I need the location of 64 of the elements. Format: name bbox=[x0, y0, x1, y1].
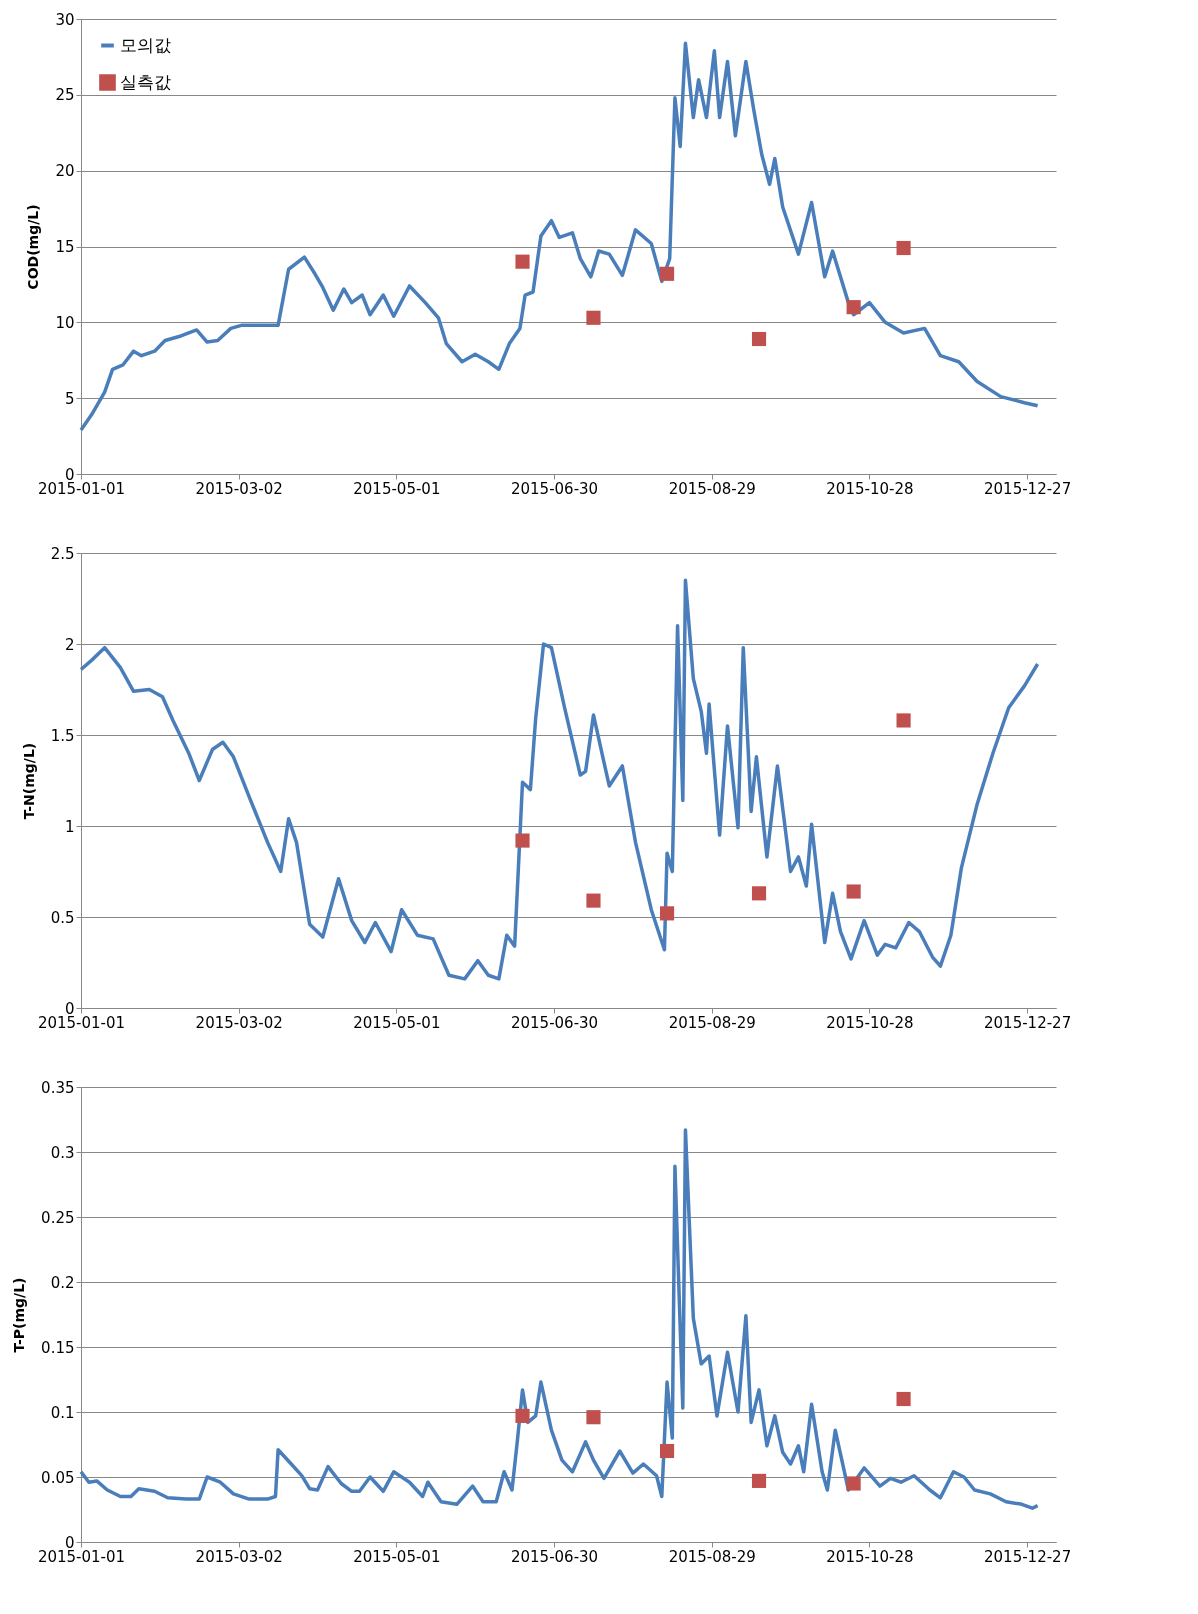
x-tick-label: 2015-12-27 bbox=[984, 1547, 1072, 1566]
x-tick-label: 2015-01-01 bbox=[37, 479, 126, 498]
x-tick-label: 2015-05-01 bbox=[353, 1547, 441, 1566]
point bbox=[586, 310, 601, 325]
point bbox=[586, 1410, 601, 1425]
line-series bbox=[79, 578, 1040, 981]
line-series bbox=[79, 1128, 1040, 1510]
y-axis-title: T-P(mg/L) bbox=[11, 1277, 28, 1353]
y-axis-title: COD(mg/L) bbox=[25, 204, 42, 290]
x-tick-label: 2015-03-02 bbox=[195, 1547, 283, 1566]
x-tick-label: 2015-03-02 bbox=[195, 1013, 283, 1032]
y-tick-label: 0.3 bbox=[50, 1143, 75, 1162]
y-tick-label: 0.05 bbox=[41, 1468, 75, 1487]
y-tick-label: 2 bbox=[64, 635, 75, 654]
y-tick-label: 0.2 bbox=[50, 1273, 75, 1292]
x-tick-label: 2015-10-28 bbox=[826, 1547, 914, 1566]
point bbox=[751, 1473, 767, 1488]
point bbox=[896, 240, 911, 256]
y-tick-label: 15 bbox=[55, 238, 75, 256]
y-tick-label: 0.5 bbox=[50, 908, 75, 927]
point bbox=[846, 300, 861, 315]
y-tick-label: 30 bbox=[55, 10, 75, 29]
x-tick-label: 2015-03-02 bbox=[195, 479, 283, 498]
x-tick-label: 2015-08-29 bbox=[668, 1547, 756, 1566]
y-axis-title: T-N(mg/L) bbox=[20, 742, 37, 820]
x-tick-label: 2015-10-28 bbox=[826, 1013, 914, 1032]
point bbox=[896, 1391, 911, 1407]
y-tick-label: 0.25 bbox=[41, 1208, 75, 1227]
x-tick-label: 2015-06-30 bbox=[510, 479, 599, 498]
x-tick-label: 2015-08-29 bbox=[668, 1013, 756, 1032]
point bbox=[659, 266, 675, 281]
x-tick-label: 2015-08-29 bbox=[668, 479, 756, 498]
legend-label: 모의값 bbox=[120, 34, 171, 55]
y-tick-label: 10 bbox=[55, 313, 75, 332]
point bbox=[751, 331, 767, 347]
x-tick-label: 2015-05-01 bbox=[353, 479, 441, 498]
x-tick-label: 2015-05-01 bbox=[353, 1013, 441, 1032]
point bbox=[846, 884, 861, 899]
point bbox=[846, 1476, 861, 1491]
y-tick-label: 20 bbox=[55, 162, 75, 181]
y-tick-label: 2.5 bbox=[50, 544, 75, 563]
x-tick-label: 2015-10-28 bbox=[826, 479, 914, 498]
y-tick-label: 0.35 bbox=[41, 1078, 75, 1097]
point bbox=[659, 1443, 675, 1459]
x-tick-label: 2015-12-27 bbox=[984, 1013, 1072, 1032]
x-tick-label: 2015-01-01 bbox=[37, 1547, 126, 1566]
y-tick-label: 1 bbox=[64, 817, 75, 836]
x-tick-label: 2015-01-01 bbox=[37, 1013, 126, 1032]
y-tick-label: 5 bbox=[64, 389, 75, 408]
point bbox=[896, 713, 911, 728]
y-tick-label: 1.5 bbox=[50, 726, 75, 745]
x-tick-label: 2015-12-27 bbox=[984, 479, 1072, 498]
legend-label: 실측값 bbox=[120, 71, 171, 92]
point bbox=[586, 893, 601, 908]
y-tick-label: 0.15 bbox=[41, 1338, 75, 1357]
point bbox=[515, 254, 530, 269]
point bbox=[515, 1408, 530, 1423]
point bbox=[751, 886, 767, 901]
point bbox=[515, 833, 530, 848]
y-tick-label: 25 bbox=[55, 86, 75, 105]
x-tick-label: 2015-06-30 bbox=[510, 1547, 599, 1566]
point bbox=[659, 906, 675, 921]
x-tick-label: 2015-06-30 bbox=[510, 1013, 599, 1032]
y-tick-label: 0.1 bbox=[50, 1403, 75, 1422]
